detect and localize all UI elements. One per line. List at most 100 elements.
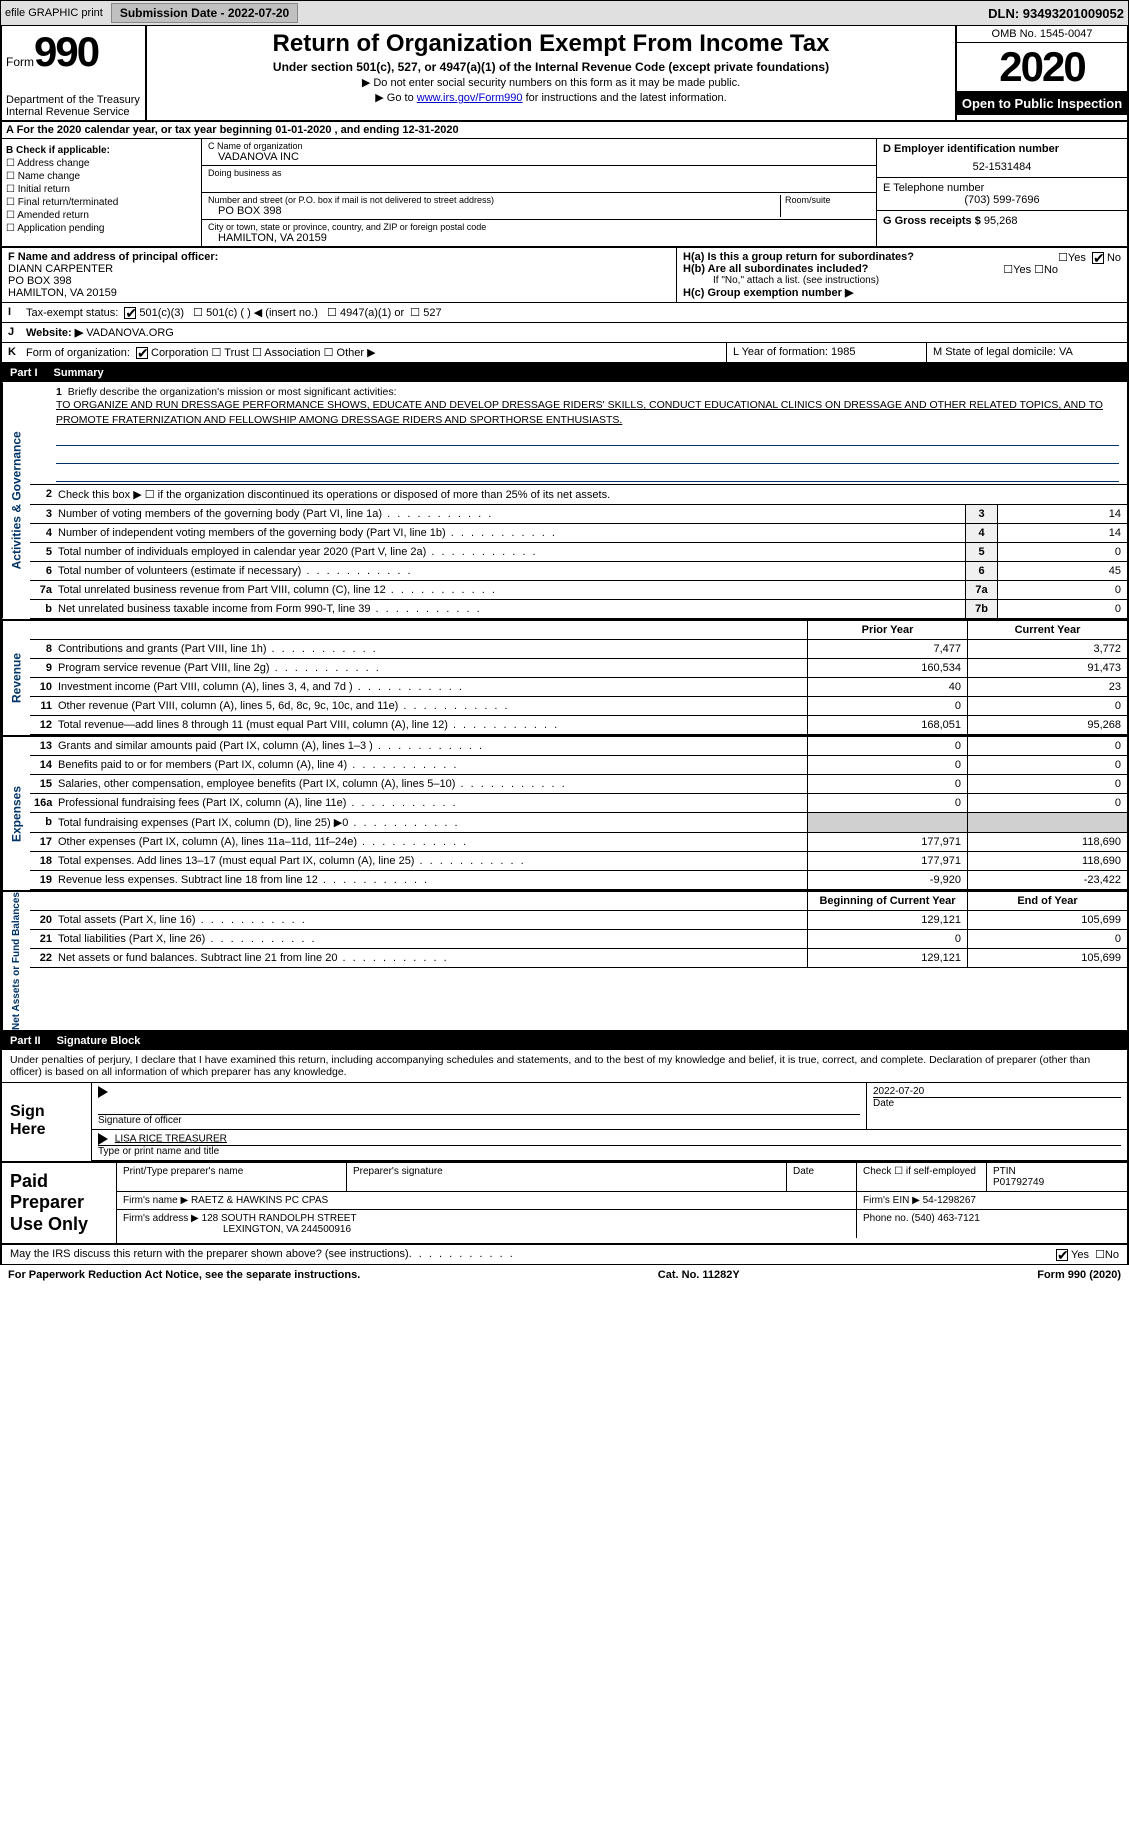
mission-label: Briefly describe the organization's miss…: [68, 386, 397, 398]
dba-label: Doing business as: [208, 168, 870, 178]
revenue-section: Revenue Prior Year Current Year 8Contrib…: [0, 621, 1129, 737]
opt-corp: Corporation: [151, 347, 208, 359]
netassets-line: 20Total assets (Part X, line 16)129,1211…: [30, 911, 1127, 930]
officer-addr1: PO BOX 398: [8, 275, 670, 287]
netassets-line: 21Total liabilities (Part X, line 26)00: [30, 930, 1127, 949]
form-title: Return of Organization Exempt From Incom…: [153, 30, 949, 58]
cb-label: Final return/terminated: [18, 197, 119, 208]
cb-corporation[interactable]: [136, 347, 148, 359]
officer-name: DIANN CARPENTER: [8, 263, 670, 275]
form-ref: Form 990 (2020): [1037, 1269, 1121, 1281]
irs-link[interactable]: www.irs.gov/Form990: [417, 92, 523, 104]
expense-line: bTotal fundraising expenses (Part IX, co…: [30, 813, 1127, 833]
city-label: City or town, state or province, country…: [208, 222, 870, 232]
signature-block: Under penalties of perjury, I declare th…: [0, 1050, 1129, 1246]
vtab-ag: Activities & Governance: [2, 382, 30, 618]
opt-527: 527: [423, 307, 441, 319]
ag-line: 4Number of independent voting members of…: [30, 524, 1127, 543]
irs-label: Internal Revenue Service: [6, 106, 141, 118]
firm-name-label: Firm's name ▶: [123, 1195, 188, 1206]
omb-number: OMB No. 1545-0047: [957, 26, 1127, 43]
end-year-hdr: End of Year: [967, 892, 1127, 910]
tax-year: 2020: [957, 43, 1127, 92]
ein-label: D Employer identification number: [883, 143, 1121, 155]
row-j-label: J: [2, 323, 20, 342]
officer-addr2: HAMILTON, VA 20159: [8, 287, 670, 299]
arrow-icon: [98, 1086, 108, 1098]
cb-initial-return[interactable]: ☐ Initial return: [6, 184, 197, 195]
discuss-text: May the IRS discuss this return with the…: [10, 1248, 409, 1261]
vtab-netassets: Net Assets or Fund Balances: [2, 892, 30, 1030]
open-to-public: Open to Public Inspection: [957, 92, 1127, 115]
ha-no-checkbox[interactable]: [1092, 252, 1104, 264]
sig-date-label: Date: [873, 1097, 1121, 1109]
part2-title: Signature Block: [57, 1035, 141, 1047]
cb-501c3[interactable]: [124, 307, 136, 319]
box-b: B Check if applicable: ☐ Address change …: [2, 139, 202, 246]
cb-amended[interactable]: ☐ Amended return: [6, 210, 197, 221]
opt-501c: 501(c) ( ) ◀ (insert no.): [206, 307, 318, 319]
ag-line: 2Check this box ▶ ☐ if the organization …: [30, 485, 1127, 505]
firm-addr2: LEXINGTON, VA 244500916: [123, 1224, 351, 1235]
firm-phone: (540) 463-7121: [911, 1213, 979, 1224]
form-subtitle-1: Under section 501(c), 527, or 4947(a)(1)…: [153, 60, 949, 74]
paid-preparer-block: Paid Preparer Use Only Print/Type prepar…: [2, 1161, 1127, 1244]
rev-header-row: Prior Year Current Year: [30, 621, 1127, 640]
cb-label: Application pending: [17, 223, 104, 234]
row-i-label: I: [2, 303, 20, 322]
section-a-period: A For the 2020 calendar year, or tax yea…: [0, 122, 1129, 139]
vtab-expenses: Expenses: [2, 737, 30, 890]
box-deg: D Employer identification number 52-1531…: [877, 139, 1127, 246]
begin-year-hdr: Beginning of Current Year: [807, 892, 967, 910]
paid-preparer-label: Paid Preparer Use Only: [2, 1163, 117, 1244]
opt-assoc: Association: [264, 347, 320, 359]
prep-name-hdr: Print/Type preparer's name: [117, 1163, 347, 1191]
form-header: Form 990 Department of the Treasury Inte…: [0, 26, 1129, 122]
org-name: VADANOVA INC: [208, 151, 870, 163]
gross-label: G Gross receipts $: [883, 215, 981, 227]
form-subtitle-2: ▶ Do not enter social security numbers o…: [153, 76, 949, 89]
discuss-yes-checkbox[interactable]: [1056, 1249, 1068, 1261]
form-number: 990: [34, 28, 98, 76]
mission-text: TO ORGANIZE AND RUN DRESSAGE PERFORMANCE…: [56, 399, 1103, 426]
expense-line: 19Revenue less expenses. Subtract line 1…: [30, 871, 1127, 890]
expense-line: 14Benefits paid to or for members (Part …: [30, 756, 1127, 775]
discuss-row: May the IRS discuss this return with the…: [0, 1245, 1129, 1265]
expenses-section: Expenses 13Grants and similar amounts pa…: [0, 737, 1129, 892]
phone-value: (703) 599-7696: [883, 194, 1121, 206]
cb-app-pending[interactable]: ☐ Application pending: [6, 223, 197, 234]
cb-final-return[interactable]: ☐ Final return/terminated: [6, 197, 197, 208]
header-grid: B Check if applicable: ☐ Address change …: [0, 139, 1129, 248]
ag-line: 5Total number of individuals employed in…: [30, 543, 1127, 562]
opt-501c3: 501(c)(3): [139, 307, 184, 319]
expense-line: 16aProfessional fundraising fees (Part I…: [30, 794, 1127, 813]
sig-date: 2022-07-20: [873, 1086, 1121, 1097]
sign-here-label: Sign Here: [2, 1083, 92, 1161]
revenue-line: 8Contributions and grants (Part VIII, li…: [30, 640, 1127, 659]
form-subtitle-3: ▶ Go to www.irs.gov/Form990 for instruct…: [153, 91, 949, 104]
netassets-line: 22Net assets or fund balances. Subtract …: [30, 949, 1127, 968]
officer-label: F Name and address of principal officer:: [8, 251, 670, 263]
ptin-value: P01792749: [993, 1177, 1121, 1188]
part2-num: Part II: [10, 1035, 41, 1047]
revenue-line: 10Investment income (Part VIII, column (…: [30, 678, 1127, 697]
org-city: HAMILTON, VA 20159: [208, 232, 870, 244]
revenue-line: 9Program service revenue (Part VIII, lin…: [30, 659, 1127, 678]
cb-address-change[interactable]: ☐ Address change: [6, 158, 197, 169]
netassets-section: Net Assets or Fund Balances Beginning of…: [0, 892, 1129, 1032]
declaration-text: Under penalties of perjury, I declare th…: [2, 1050, 1127, 1083]
cb-name-change[interactable]: ☐ Name change: [6, 171, 197, 182]
addr-label: Number and street (or P.O. box if mail i…: [208, 195, 780, 205]
sub3-pre: ▶ Go to: [375, 92, 416, 104]
expense-line: 18Total expenses. Add lines 13–17 (must …: [30, 852, 1127, 871]
firm-addr1: 128 SOUTH RANDOLPH STREET: [202, 1213, 357, 1224]
cb-label: Initial return: [18, 184, 70, 195]
revenue-line: 12Total revenue—add lines 8 through 11 (…: [30, 716, 1127, 735]
ein-value: 52-1531484: [883, 161, 1121, 173]
form-word: Form: [6, 55, 34, 69]
website-label: Website: ▶: [26, 327, 83, 339]
expense-line: 13Grants and similar amounts paid (Part …: [30, 737, 1127, 756]
submission-date-button[interactable]: Submission Date - 2022-07-20: [111, 3, 298, 23]
ag-line: 7aTotal unrelated business revenue from …: [30, 581, 1127, 600]
type-name-label: Type or print name and title: [98, 1145, 1121, 1157]
